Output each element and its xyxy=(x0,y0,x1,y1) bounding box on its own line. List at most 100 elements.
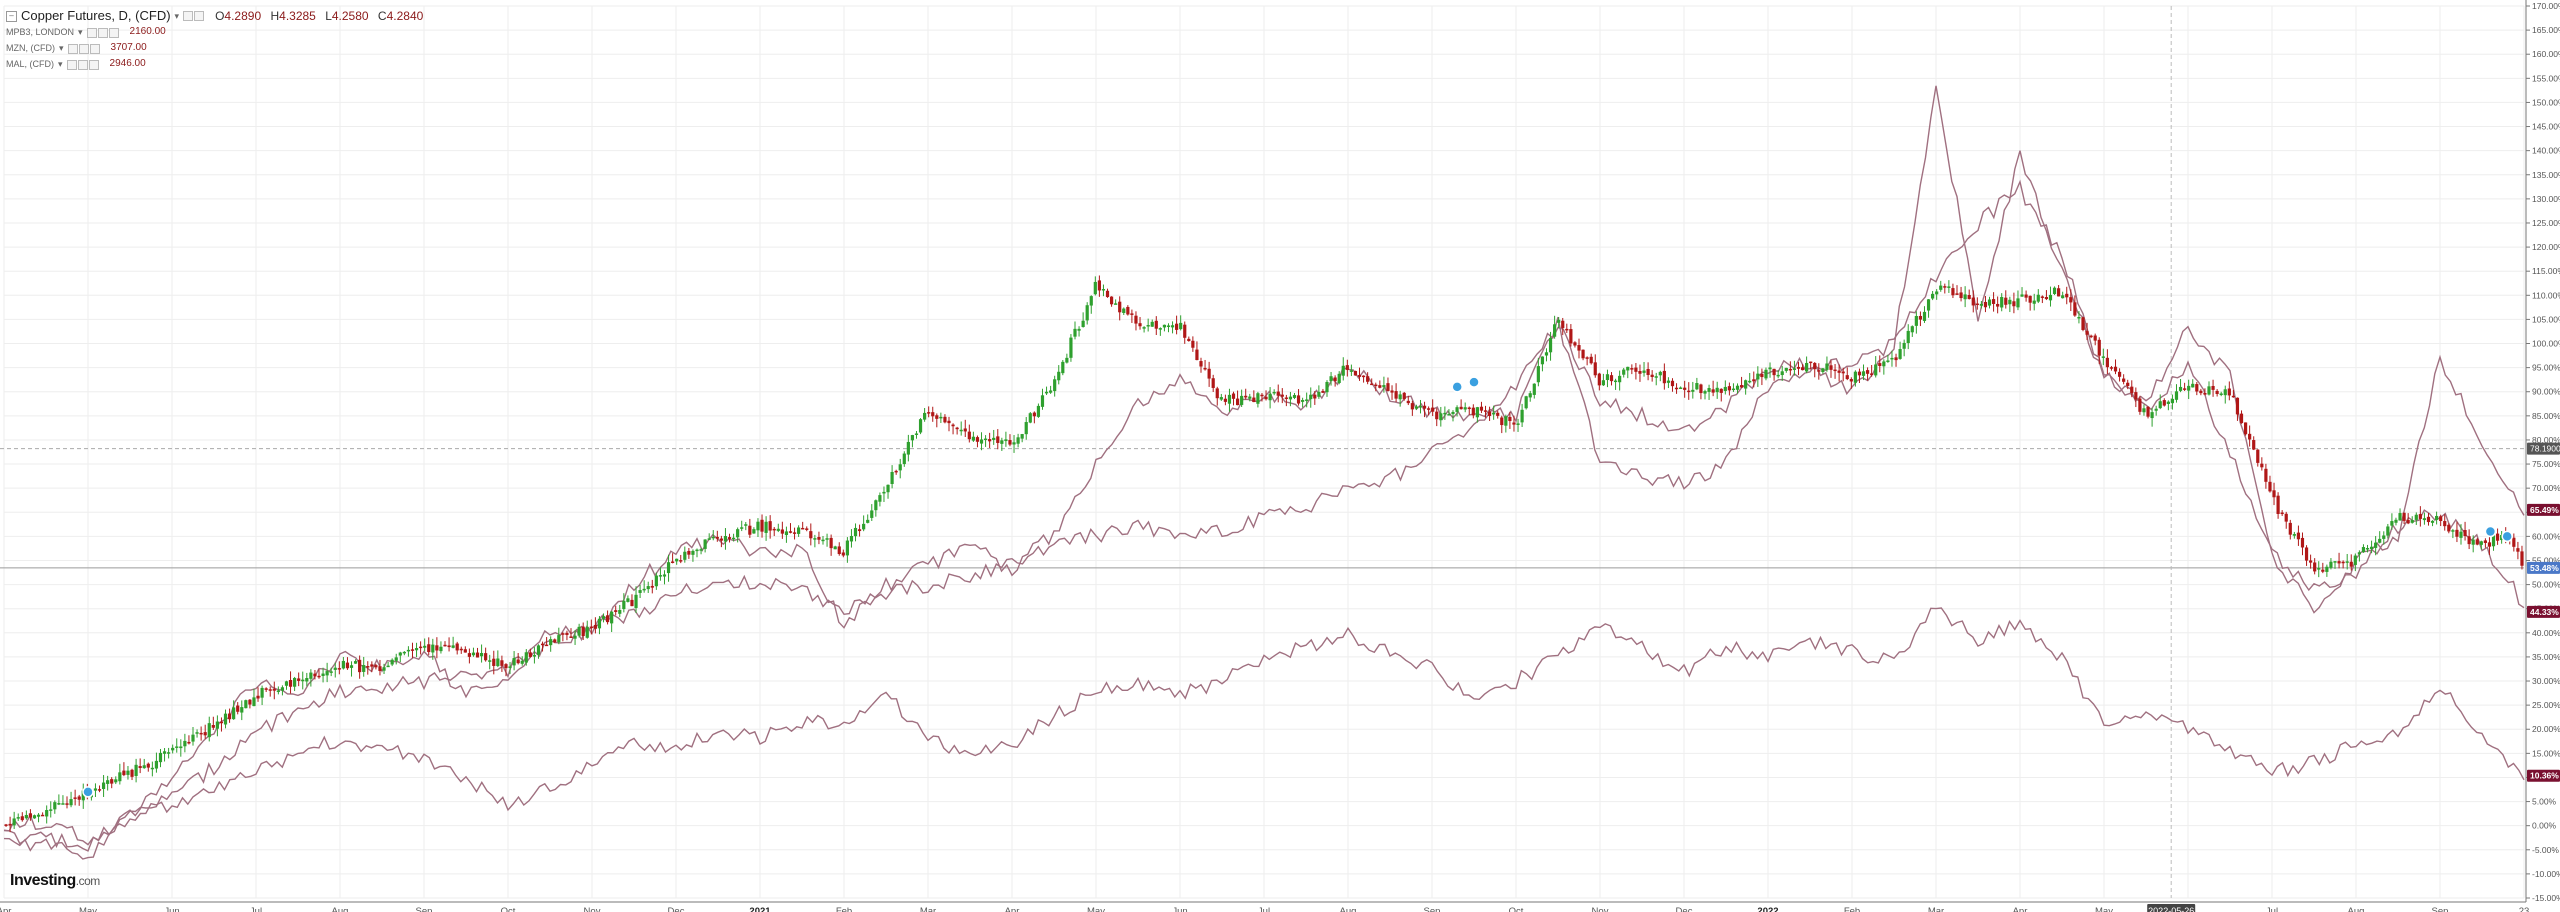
candle-body xyxy=(321,673,325,676)
candle-body xyxy=(1252,397,1256,403)
candle-body xyxy=(1983,301,1988,308)
candle-body xyxy=(24,814,28,819)
candle-body xyxy=(1496,412,1500,416)
candle-body xyxy=(1528,393,1532,398)
candle-body xyxy=(792,532,797,534)
candle-body xyxy=(1492,412,1496,415)
candle-body xyxy=(1857,371,1862,376)
candle-body xyxy=(931,412,935,417)
candle-body xyxy=(93,788,98,791)
candle-body xyxy=(910,435,915,441)
candle-body xyxy=(2048,294,2053,301)
candle-body xyxy=(1780,371,1784,376)
candle-body xyxy=(353,661,358,664)
x-tick-label: Oct xyxy=(501,906,516,912)
candle-body xyxy=(284,681,289,686)
candle-body xyxy=(1557,319,1561,323)
candle-body xyxy=(2077,316,2081,319)
candle-body xyxy=(138,766,142,768)
candle-body xyxy=(1687,390,1691,393)
candle-body xyxy=(2418,514,2422,519)
x-tick-label: Jun xyxy=(1172,906,1187,912)
candle-body xyxy=(837,546,841,555)
candle-body xyxy=(2447,524,2451,532)
candle-body xyxy=(1646,368,1650,375)
candle-body xyxy=(1077,328,1081,331)
candle-body xyxy=(1882,361,1886,367)
candle-body xyxy=(195,732,199,734)
candle-body xyxy=(2170,398,2175,404)
candle-body xyxy=(414,648,419,651)
main-series-menu-icon[interactable]: ▾ xyxy=(174,11,180,21)
main-series-controls[interactable] xyxy=(183,8,205,24)
candle-body xyxy=(2443,521,2447,527)
candle-body xyxy=(577,626,581,636)
y-tick-label: 170.00% xyxy=(2532,1,2560,11)
candle-body xyxy=(2276,495,2280,514)
candle-body xyxy=(1410,403,1414,410)
candle-body xyxy=(1829,365,1833,370)
candle-body xyxy=(1902,342,1906,349)
candle-body xyxy=(618,609,622,614)
candle-body xyxy=(1723,386,1727,391)
event-marker xyxy=(1468,376,1480,388)
candle-body xyxy=(1634,367,1638,372)
candle-body xyxy=(1402,392,1406,400)
candle-body xyxy=(2122,378,2126,382)
x-tick-label: Apr xyxy=(2013,906,2028,912)
candle-body xyxy=(2353,555,2357,565)
crosshair-y-label: 78.1900 xyxy=(2530,444,2560,454)
candle-body xyxy=(366,666,370,668)
candle-body xyxy=(1674,387,1679,390)
candle-body xyxy=(467,653,471,657)
x-tick-label: 2021 xyxy=(749,906,771,912)
candle-body xyxy=(536,645,541,655)
candle-body xyxy=(1459,406,1463,410)
price-badge xyxy=(2527,503,2560,516)
compare-legend-row[interactable]: MAL, (CFD) ▾ 2946.00 xyxy=(6,58,146,70)
candle-body xyxy=(1183,324,1187,338)
x-tick-label: Apr xyxy=(0,906,11,912)
candle-body xyxy=(77,796,81,800)
candle-body xyxy=(772,528,776,531)
candle-body xyxy=(1666,380,1671,383)
y-tick-label: 145.00% xyxy=(2532,122,2560,132)
candle-body xyxy=(390,659,394,665)
candle-body xyxy=(1341,365,1345,376)
y-tick-label: 60.00% xyxy=(2532,531,2560,541)
candle-body xyxy=(1065,357,1069,363)
candle-body xyxy=(2024,294,2028,298)
y-tick-label: -5.00% xyxy=(2532,845,2559,855)
candle-body xyxy=(642,588,646,591)
candle-body xyxy=(406,649,411,652)
candle-body xyxy=(2430,520,2435,523)
candle-body xyxy=(699,549,703,551)
candle-body xyxy=(825,538,829,540)
candle-body xyxy=(1366,376,1370,382)
candle-body xyxy=(2243,422,2248,435)
candle-body xyxy=(1211,378,1215,388)
candle-body xyxy=(1398,394,1402,400)
candle-body xyxy=(1792,368,1797,370)
candle-body xyxy=(768,521,772,531)
candle-body xyxy=(1910,326,1914,333)
candle-body xyxy=(1345,365,1349,370)
x-tick-label: May xyxy=(79,906,97,912)
candle-body xyxy=(1516,423,1520,425)
candle-body xyxy=(2361,547,2366,553)
candle-body xyxy=(2426,516,2431,523)
candle-body xyxy=(2491,534,2496,547)
candle-body xyxy=(1536,366,1540,383)
candle-body xyxy=(280,687,285,691)
candle-body xyxy=(1626,366,1630,371)
event-marker xyxy=(1451,381,1463,393)
candle-body xyxy=(801,527,805,530)
candle-body xyxy=(870,510,874,518)
compare-legend-row[interactable]: MPB3, LONDON ▾ 2160.00 xyxy=(6,26,166,38)
collapse-toggle[interactable]: – xyxy=(6,10,17,22)
candle-body xyxy=(2174,391,2179,400)
compare-legend-row[interactable]: MZN, (CFD) ▾ 3707.00 xyxy=(6,42,147,54)
candle-body xyxy=(2101,356,2105,358)
candle-body xyxy=(528,652,532,657)
